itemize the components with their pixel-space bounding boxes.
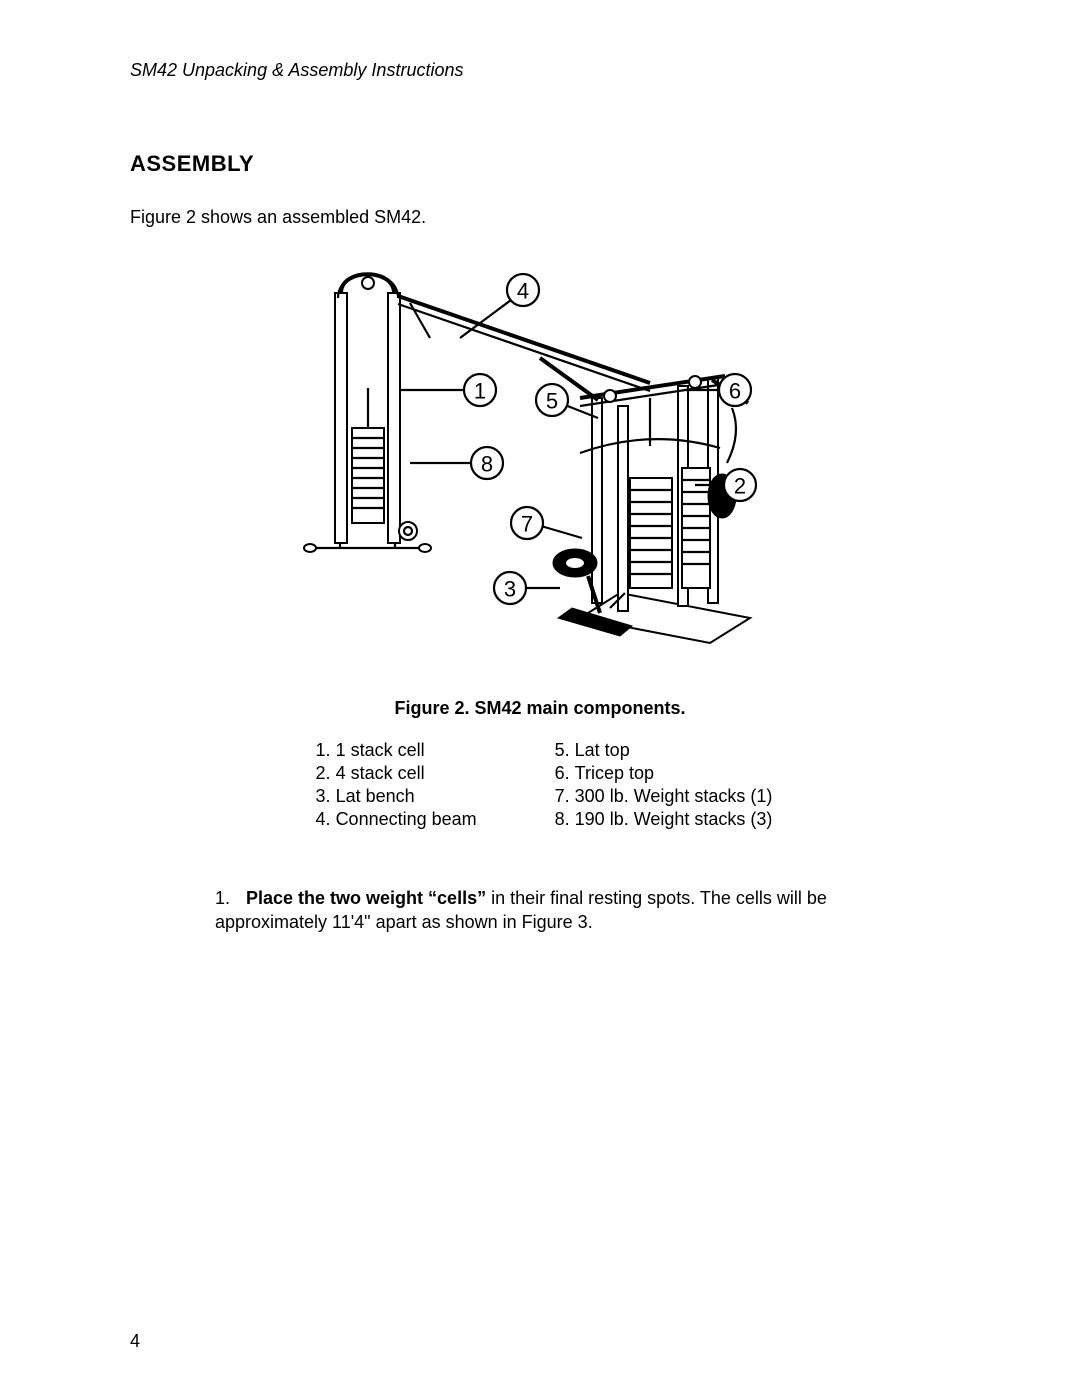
callout-number: 1 <box>474 379 486 404</box>
legend-item: 1 stack cell <box>336 739 477 762</box>
four-stack-cell <box>540 358 750 643</box>
step-number: 1. <box>215 886 241 910</box>
page-header: SM42 Unpacking & Assembly Instructions <box>130 60 950 81</box>
callout-number: 6 <box>729 379 741 404</box>
intro-text: Figure 2 shows an assembled SM42. <box>130 207 950 228</box>
page-number: 4 <box>130 1331 140 1352</box>
legend-item: 300 lb. Weight stacks (1) <box>575 785 773 808</box>
assembly-diagram: 4 1 5 6 8 2 7 3 <box>280 248 800 668</box>
callout-number: 8 <box>481 452 493 477</box>
legend-item: 190 lb. Weight stacks (3) <box>575 808 773 831</box>
callout-number: 3 <box>504 577 516 602</box>
callout-number: 2 <box>734 474 746 499</box>
legend-column-right: Lat topTricep top300 lb. Weight stacks (… <box>547 739 773 831</box>
connecting-beam <box>398 296 650 391</box>
assembly-step-1: 1. Place the two weight “cells” in their… <box>215 886 910 935</box>
figure-container: 4 1 5 6 8 2 7 3 <box>130 248 950 673</box>
callout-number: 7 <box>521 512 533 537</box>
callout-number: 5 <box>546 389 558 414</box>
legend-item: 4 stack cell <box>336 762 477 785</box>
callout-number: 4 <box>517 279 529 304</box>
step-bold-text: Place the two weight “cells” <box>246 888 486 908</box>
legend-column-left: 1 stack cell4 stack cellLat benchConnect… <box>308 739 477 831</box>
legend-item: Lat bench <box>336 785 477 808</box>
components-legend: 1 stack cell4 stack cellLat benchConnect… <box>130 739 950 831</box>
document-page: SM42 Unpacking & Assembly Instructions A… <box>0 0 1080 1397</box>
weight-stack-left <box>352 388 384 523</box>
legend-item: Tricep top <box>575 762 773 785</box>
section-title: ASSEMBLY <box>130 151 950 177</box>
legend-item: Connecting beam <box>336 808 477 831</box>
legend-item: Lat top <box>575 739 773 762</box>
figure-caption: Figure 2. SM42 main components. <box>130 698 950 719</box>
